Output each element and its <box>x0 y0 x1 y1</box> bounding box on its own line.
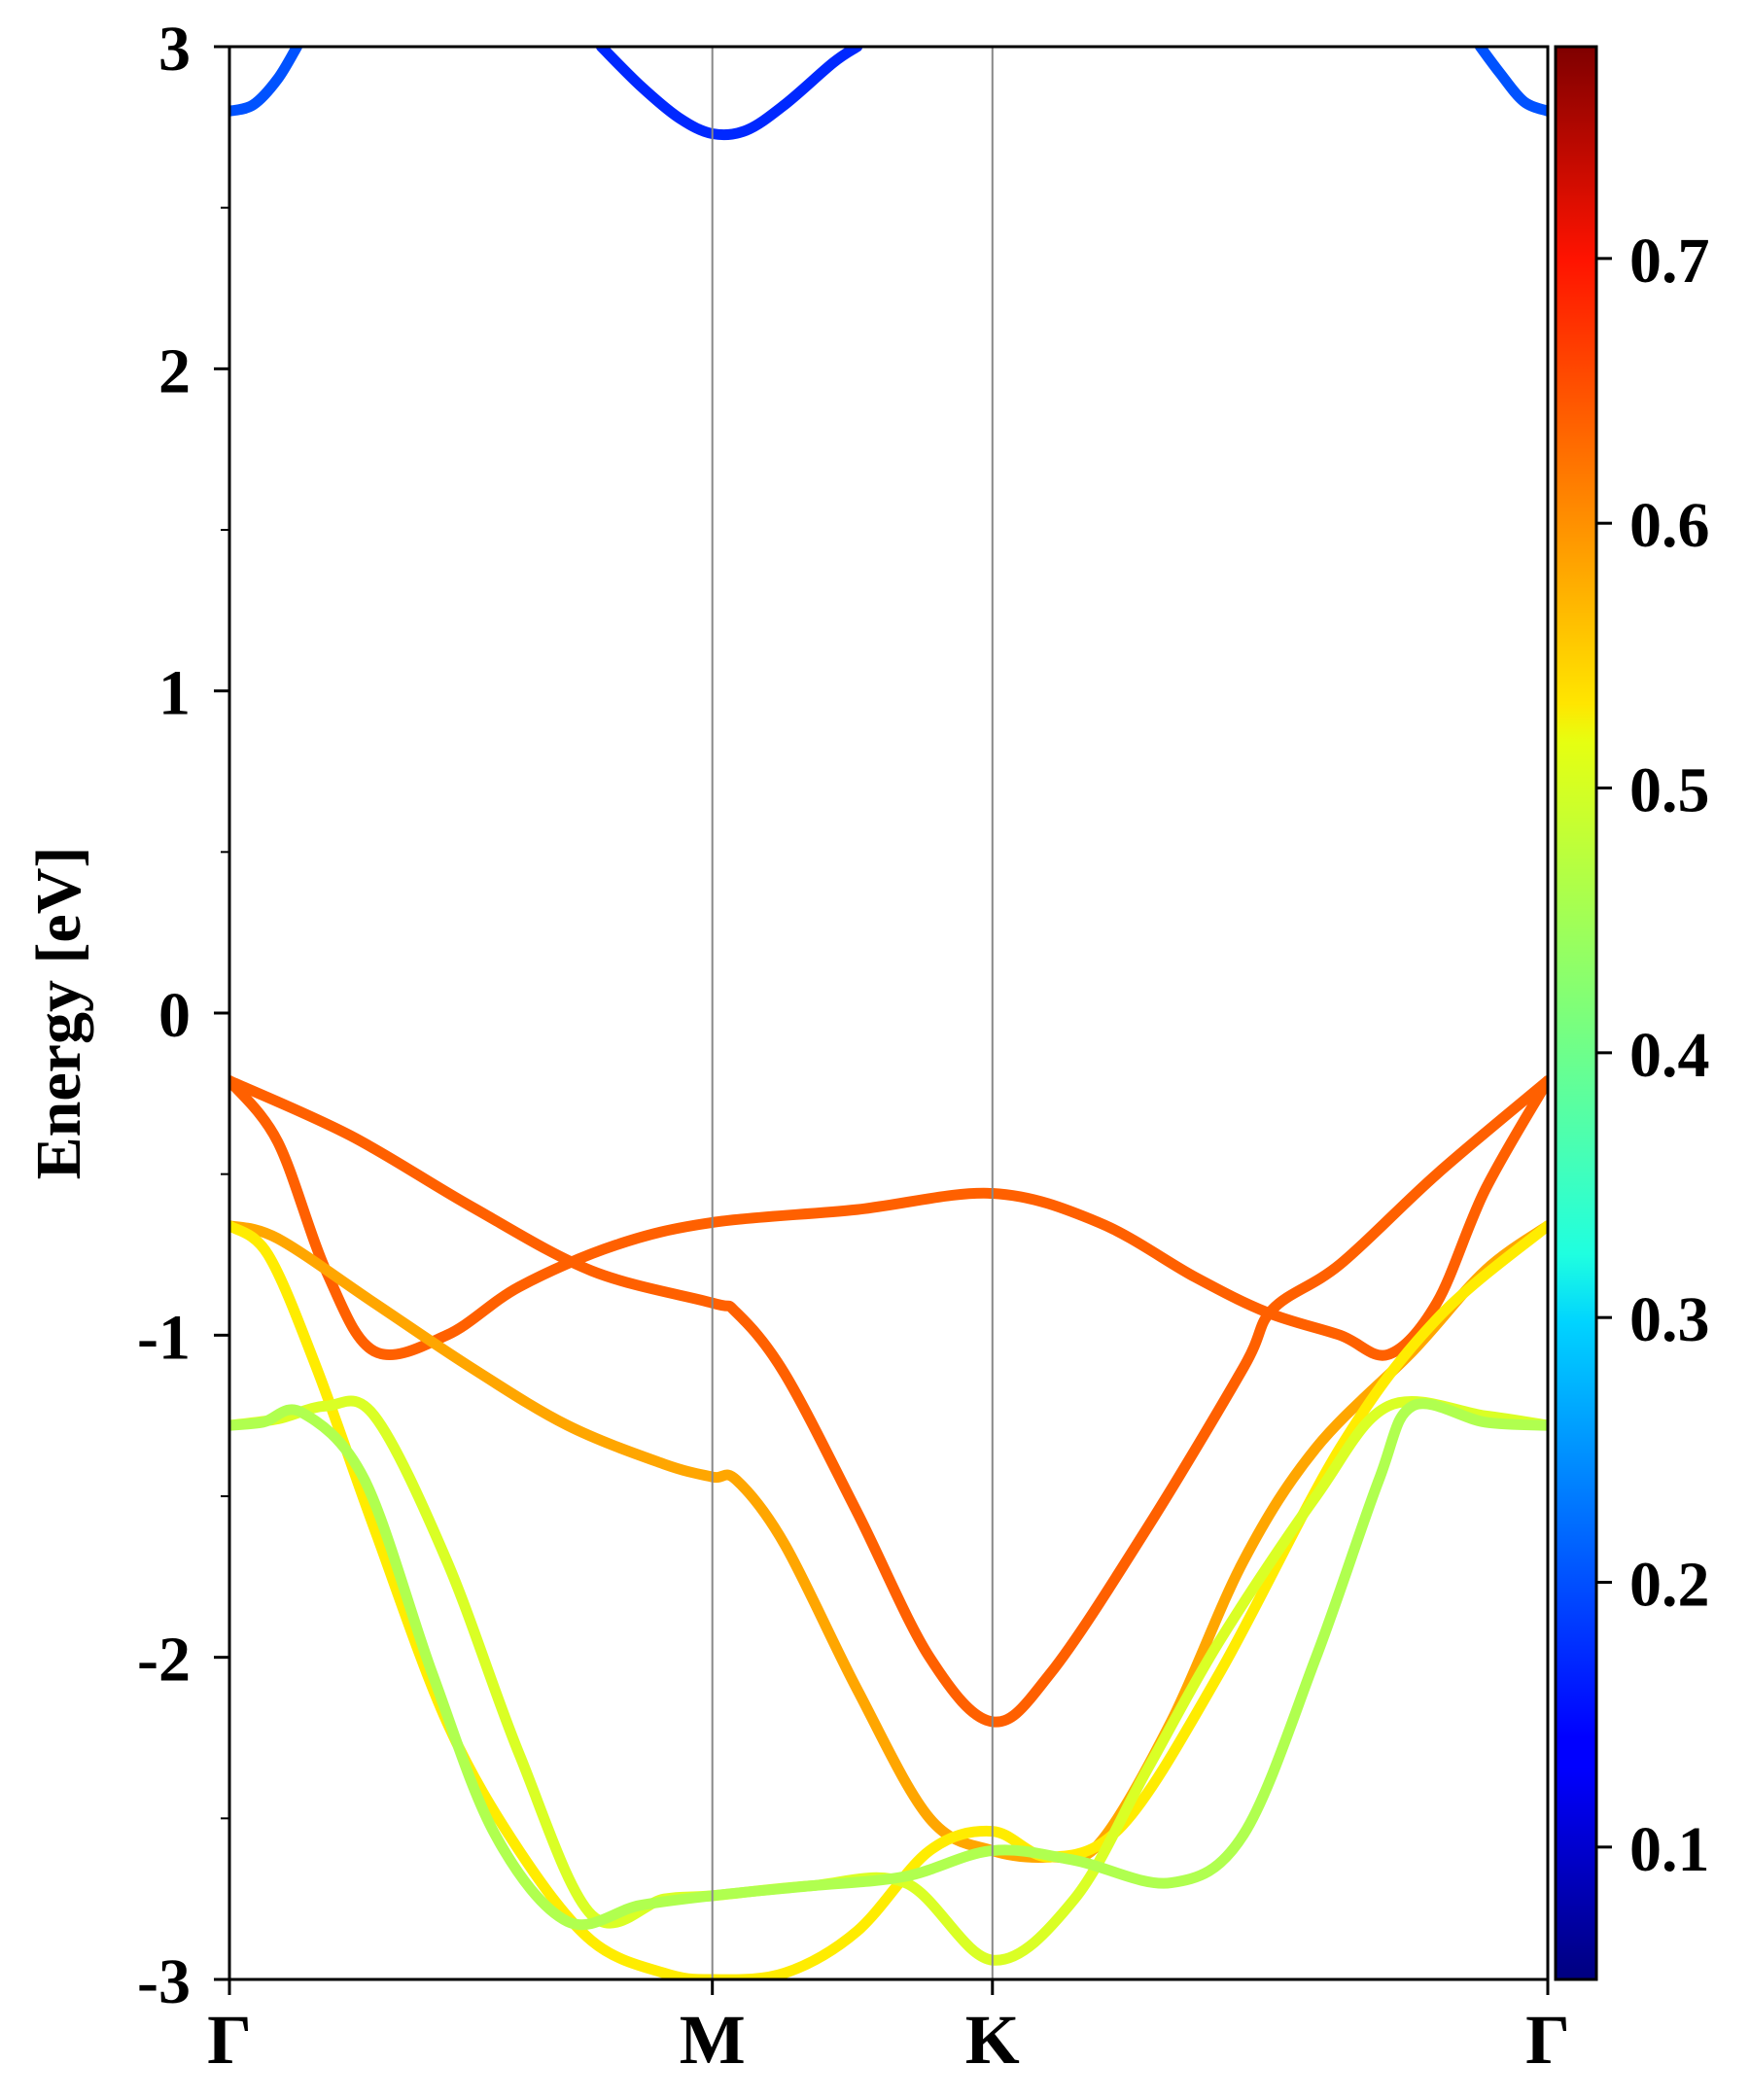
colorbar <box>1554 45 1598 1981</box>
band-8 <box>596 47 863 141</box>
y-tick-label: 1 <box>158 658 191 729</box>
colorbar-tick-label: 0.6 <box>1629 490 1710 561</box>
colorbar-tick-label: 0.3 <box>1629 1284 1710 1355</box>
colorbar-tick-label: 0.1 <box>1629 1814 1710 1885</box>
band-9 <box>1475 47 1548 117</box>
colorbar-tick-label: 0.4 <box>1629 1020 1710 1091</box>
y-tick-label: 3 <box>158 14 191 85</box>
band-lines <box>229 47 1548 1979</box>
y-tick-label: -1 <box>137 1302 191 1373</box>
band-1 <box>229 1075 1548 1728</box>
band-2 <box>229 1075 1548 1361</box>
x-tick-label: Γ <box>207 2001 252 2079</box>
band-7 <box>229 47 302 117</box>
colorbar-tick-label: 0.7 <box>1629 226 1710 297</box>
y-axis: 3 2 1 0 -1 -2 -3 <box>137 14 229 2017</box>
colorbar-tick-label: 0.5 <box>1629 755 1710 826</box>
x-tick-label: K <box>965 2001 1020 2079</box>
high-symmetry-lines <box>711 47 994 1979</box>
band-3 <box>229 1220 1548 1865</box>
y-axis-label: Energy [eV] <box>23 847 94 1180</box>
band-4 <box>229 1220 1548 1979</box>
y-tick-label: 0 <box>158 980 191 1051</box>
y-tick-label: -2 <box>137 1625 191 1696</box>
x-tick-label: Γ <box>1525 2001 1570 2079</box>
plot-frame <box>228 45 1550 1981</box>
y-tick-label: -3 <box>137 1946 191 2017</box>
colorbar-tick-label: 0.2 <box>1629 1550 1710 1621</box>
y-tick-label: 2 <box>158 335 191 406</box>
colorbar-ticks: 0.1 0.2 0.3 0.4 0.5 0.6 0.7 <box>1596 226 1710 1885</box>
x-tick-label: M <box>680 2001 746 2079</box>
band-6 <box>229 1398 1548 1931</box>
